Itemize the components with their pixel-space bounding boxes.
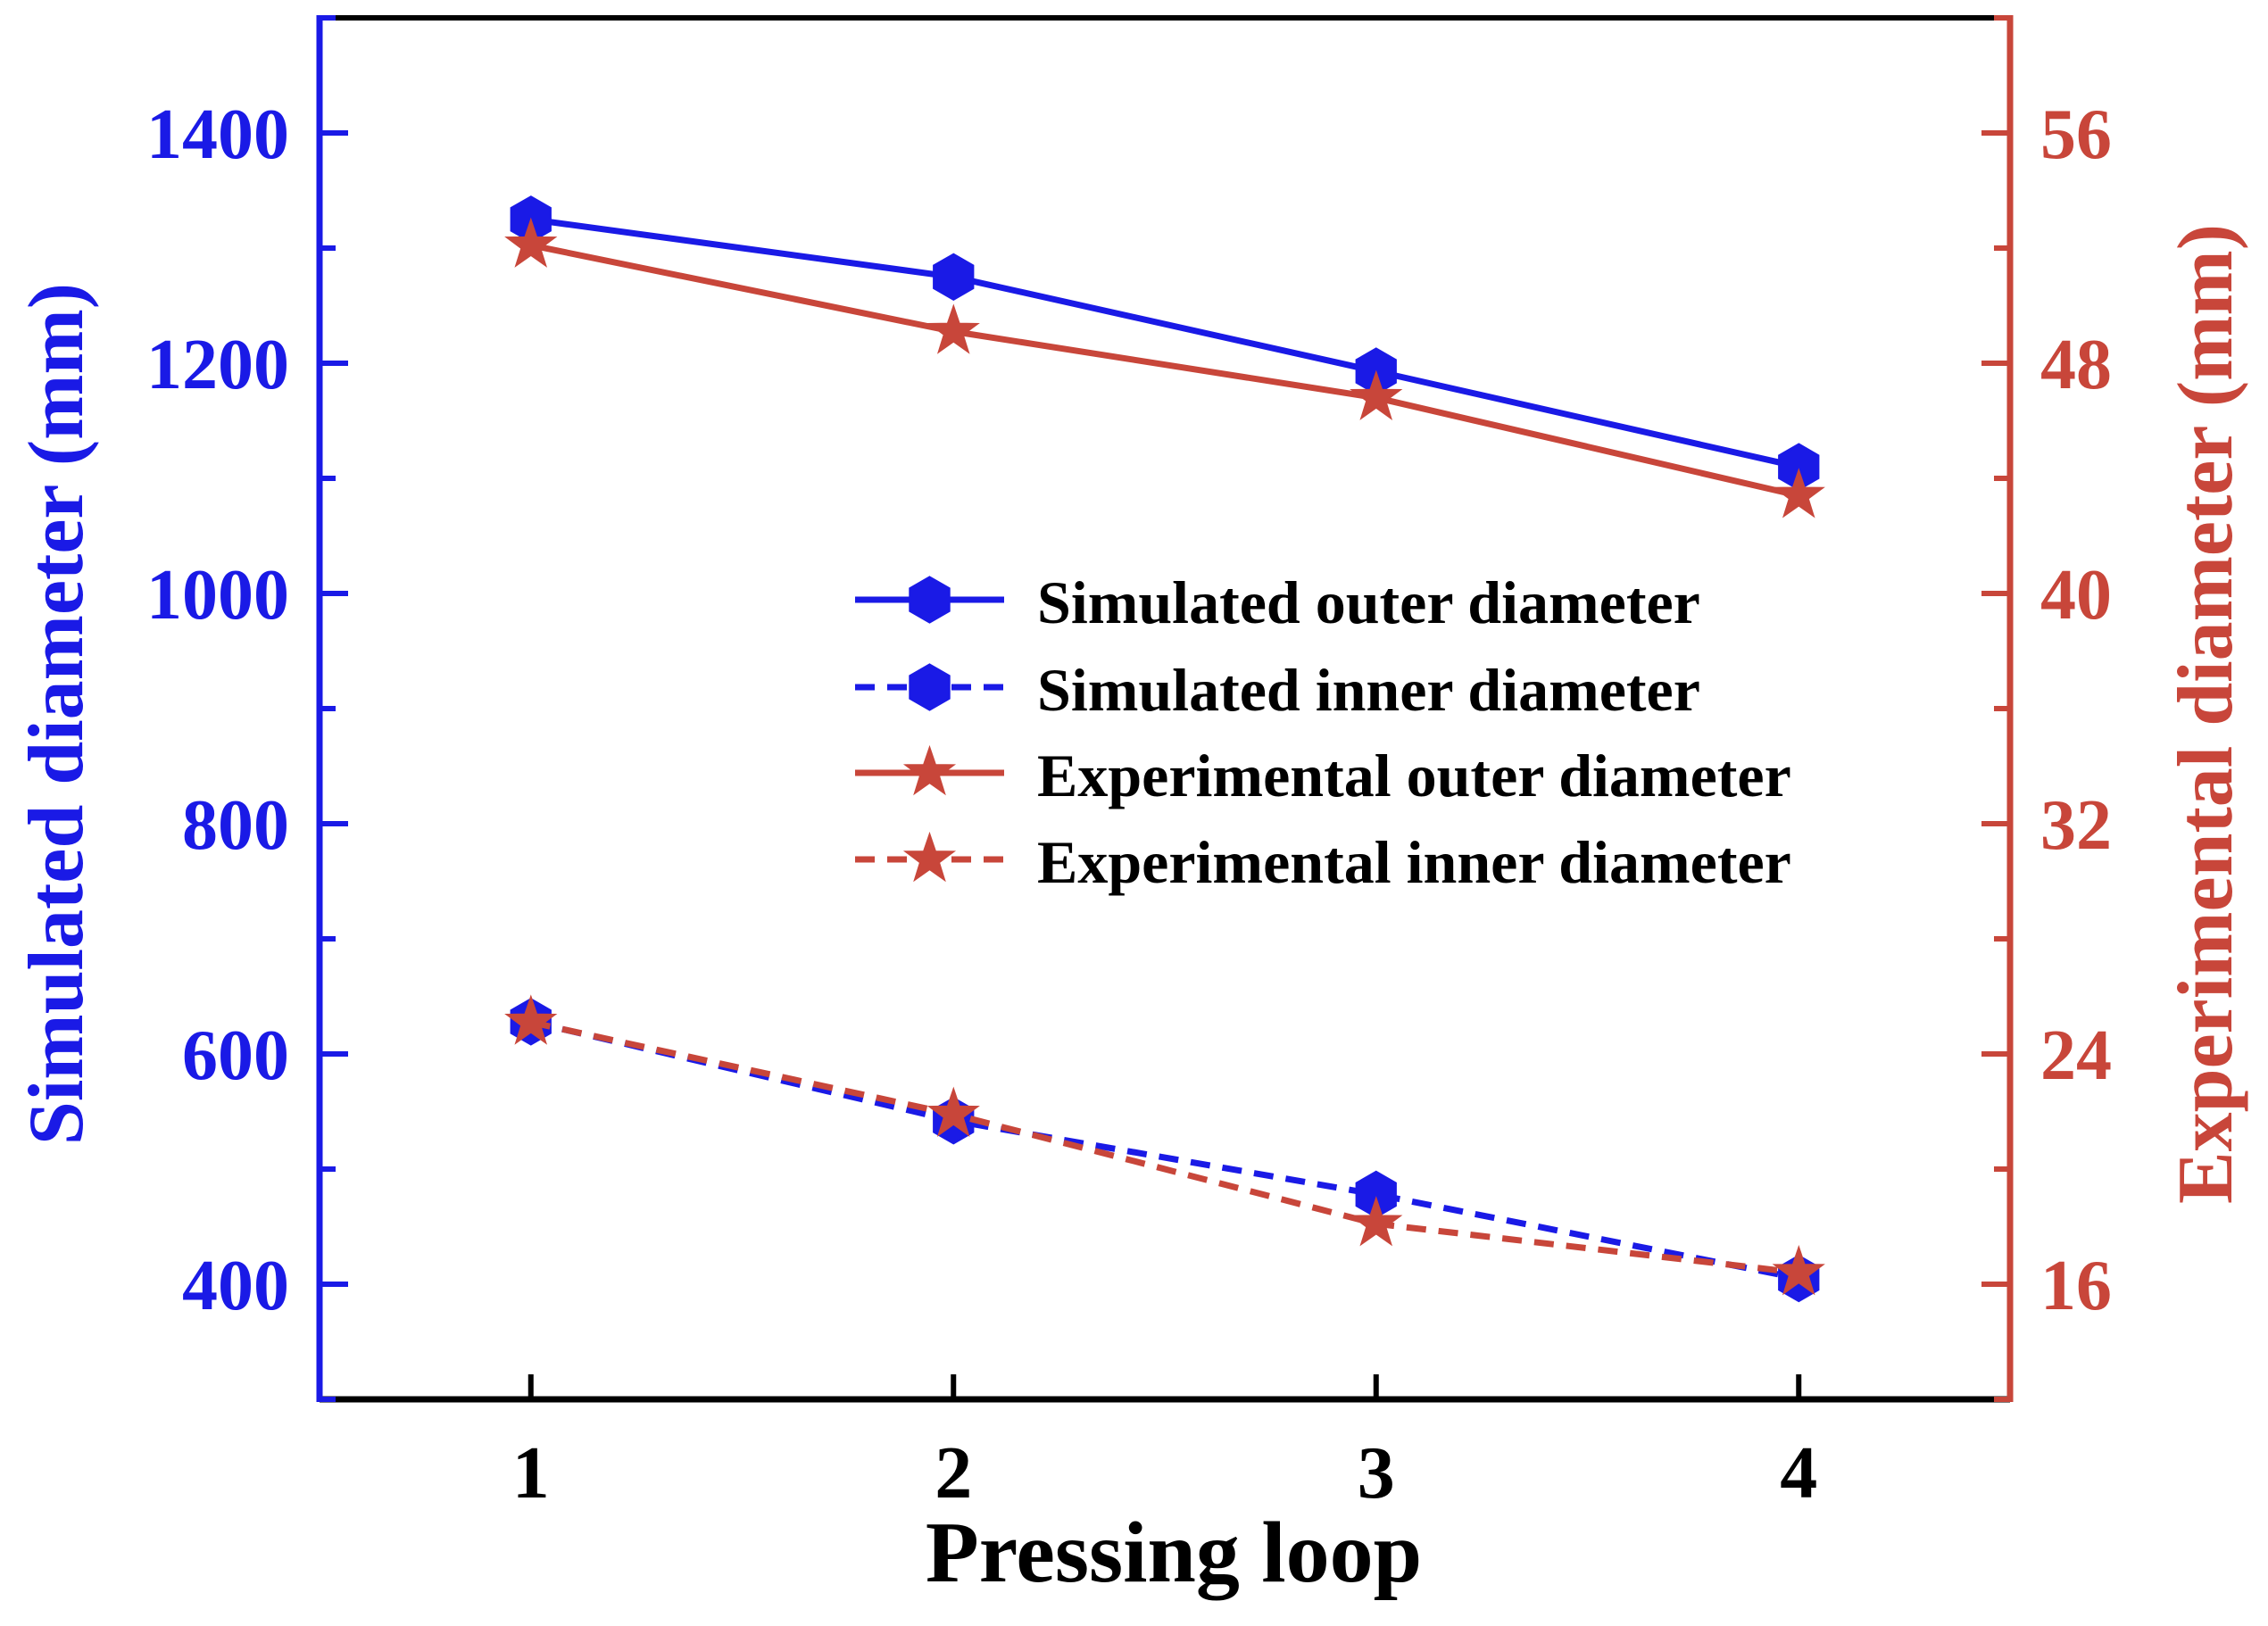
left-tick-label: 400 — [182, 1247, 289, 1325]
series-group — [510, 195, 1820, 491]
data-point — [1350, 369, 1403, 420]
series-group — [504, 994, 1825, 1296]
data-point — [926, 303, 980, 354]
data-point — [1772, 468, 1825, 518]
ticks-layer: 1 2 3 4 400 600 800 1000 1200 1400 16 24 32 40 48 56 — [146, 15, 2112, 1514]
x-tick-label: 2 — [935, 1431, 972, 1514]
legend: Simulated outer diameter Simulated inner … — [855, 568, 1791, 896]
left-tick-label: 1400 — [146, 95, 289, 174]
right-tick-label: 32 — [2040, 786, 2112, 865]
x-tick-label: 4 — [1780, 1431, 1817, 1514]
x-tick-label: 1 — [512, 1431, 550, 1514]
legend-label: Experimental inner diameter — [1037, 828, 1791, 896]
legend-label: Simulated inner diameter — [1037, 656, 1700, 724]
data-point — [1350, 1196, 1403, 1247]
right-tick-label: 16 — [2040, 1247, 2112, 1325]
legend-marker — [909, 663, 951, 711]
right-tick-label: 56 — [2040, 95, 2112, 174]
legend-label: Experimental outer diameter — [1037, 742, 1791, 809]
series-line — [530, 1019, 1799, 1276]
left-axis-title: Simulated diameter (mm) — [13, 283, 100, 1145]
series-line — [530, 1018, 1799, 1282]
x-axis-title: Pressing loop — [926, 1505, 1422, 1601]
left-tick-label: 800 — [182, 786, 289, 865]
legend-marker — [902, 744, 957, 796]
data-point — [504, 217, 558, 268]
legend-marker — [902, 831, 957, 883]
left-tick-label: 600 — [182, 1016, 289, 1095]
series-line — [530, 242, 1800, 499]
series-group — [510, 998, 1820, 1303]
right-axis-title: Experimental diameter (mm) — [2163, 224, 2249, 1204]
x-tick-label: 3 — [1358, 1431, 1395, 1514]
right-tick-label: 40 — [2040, 556, 2112, 635]
data-point — [933, 253, 975, 302]
series-group — [504, 217, 1825, 518]
right-tick-label: 48 — [2040, 326, 2112, 404]
legend-label: Simulated outer diameter — [1037, 568, 1700, 636]
series-line — [530, 216, 1800, 470]
right-tick-label: 24 — [2040, 1016, 2112, 1095]
legend-marker — [909, 576, 951, 624]
left-tick-label: 1000 — [146, 556, 289, 635]
data-point — [1772, 1244, 1825, 1296]
left-tick-label: 1200 — [146, 326, 289, 404]
series-layer — [504, 195, 1825, 1303]
data-point — [926, 1086, 980, 1137]
data-point — [504, 994, 558, 1045]
